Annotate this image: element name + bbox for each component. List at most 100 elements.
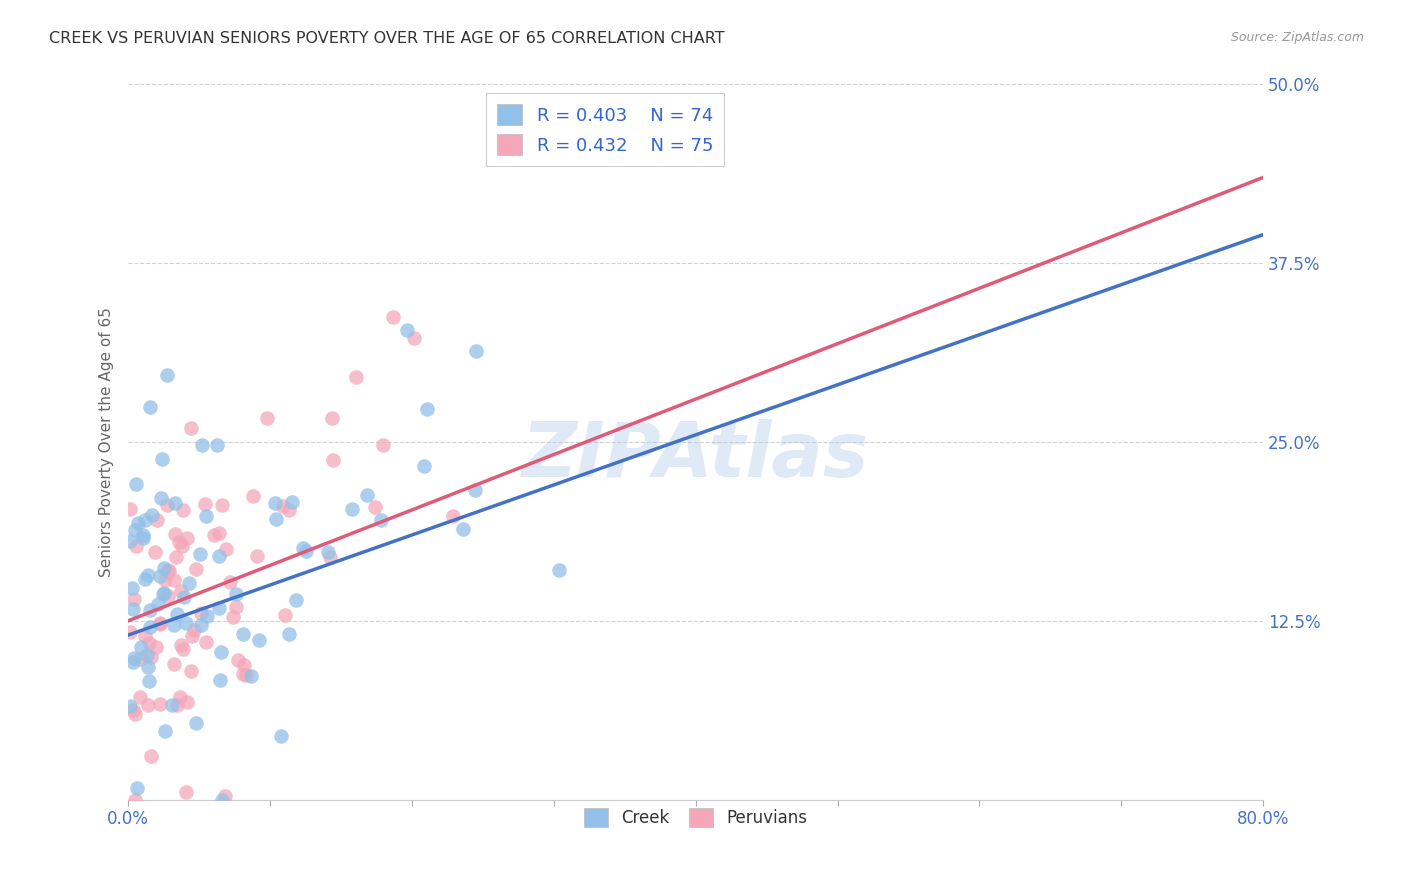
Point — [125, 539, 148, 553]
Point — [146, 597, 169, 611]
Point — [136, 568, 159, 582]
Point — [322, 452, 344, 467]
Point — [156, 368, 179, 382]
Point — [356, 488, 378, 502]
Point — [207, 437, 229, 451]
Point — [166, 698, 188, 712]
Point — [170, 539, 193, 553]
Point — [134, 572, 156, 586]
Point — [136, 698, 159, 713]
Point — [149, 568, 172, 582]
Point — [319, 549, 342, 564]
Point — [122, 650, 145, 665]
Point — [222, 609, 245, 624]
Point — [176, 531, 198, 545]
Point — [191, 438, 214, 452]
Text: CREEK VS PERUVIAN SENIORS POVERTY OVER THE AGE OF 65 CORRELATION CHART: CREEK VS PERUVIAN SENIORS POVERTY OVER T… — [49, 31, 725, 46]
Point — [166, 607, 188, 621]
Point — [124, 523, 146, 537]
Point — [170, 639, 193, 653]
Point — [160, 698, 183, 713]
Point — [129, 652, 152, 666]
Point — [266, 512, 288, 526]
Point — [211, 792, 233, 806]
Point — [225, 587, 247, 601]
Point — [215, 542, 238, 557]
Point — [190, 618, 212, 632]
Point — [281, 495, 304, 509]
Point — [149, 615, 172, 630]
Point — [202, 528, 225, 542]
Point — [321, 410, 343, 425]
Point — [441, 509, 464, 524]
Point — [194, 508, 217, 523]
Point — [127, 516, 149, 531]
Point — [184, 715, 207, 730]
Point — [364, 500, 387, 514]
Point — [195, 635, 218, 649]
Point — [173, 642, 195, 657]
Point — [208, 673, 231, 688]
Point — [190, 606, 212, 620]
Point — [125, 477, 148, 491]
Point — [316, 545, 339, 559]
Point — [169, 584, 191, 599]
Point — [155, 573, 177, 587]
Point — [153, 561, 176, 575]
Point — [194, 497, 217, 511]
Point — [451, 522, 474, 536]
Point — [264, 496, 287, 510]
Point — [344, 370, 367, 384]
Point — [124, 707, 146, 722]
Point — [138, 674, 160, 689]
Point — [163, 573, 186, 587]
Y-axis label: Seniors Poverty Over the Age of 65: Seniors Poverty Over the Age of 65 — [100, 307, 114, 577]
Point — [211, 498, 233, 512]
Point — [402, 331, 425, 345]
Point — [156, 589, 179, 603]
Point — [214, 789, 236, 803]
Point — [232, 667, 254, 681]
Point — [184, 562, 207, 576]
Point — [163, 527, 186, 541]
Legend: Creek, Peruvians: Creek, Peruvians — [578, 802, 814, 834]
Point — [124, 792, 146, 806]
Point — [162, 657, 184, 671]
Point — [177, 576, 200, 591]
Point — [120, 533, 142, 548]
Point — [152, 587, 174, 601]
Point — [382, 310, 405, 325]
Point — [239, 669, 262, 683]
Point — [547, 563, 569, 577]
Point — [139, 748, 162, 763]
Point — [209, 645, 232, 659]
Point — [129, 690, 152, 705]
Point — [134, 513, 156, 527]
Point — [174, 785, 197, 799]
Point — [120, 624, 142, 639]
Point — [156, 563, 179, 577]
Point — [134, 629, 156, 643]
Point — [465, 343, 488, 358]
Point — [464, 483, 486, 497]
Point — [188, 547, 211, 561]
Point — [138, 660, 160, 674]
Point — [153, 585, 176, 599]
Point — [176, 694, 198, 708]
Point — [235, 667, 257, 681]
Point — [122, 655, 145, 669]
Point — [118, 699, 141, 714]
Point — [172, 503, 194, 517]
Point — [122, 703, 145, 717]
Point — [242, 489, 264, 503]
Point — [146, 513, 169, 527]
Text: ZIPAtlas: ZIPAtlas — [522, 419, 869, 493]
Point — [256, 411, 278, 425]
Point — [246, 549, 269, 563]
Point — [132, 528, 155, 542]
Point — [218, 575, 240, 590]
Point — [139, 620, 162, 634]
Point — [225, 600, 247, 615]
Point — [173, 590, 195, 604]
Point — [139, 400, 162, 414]
